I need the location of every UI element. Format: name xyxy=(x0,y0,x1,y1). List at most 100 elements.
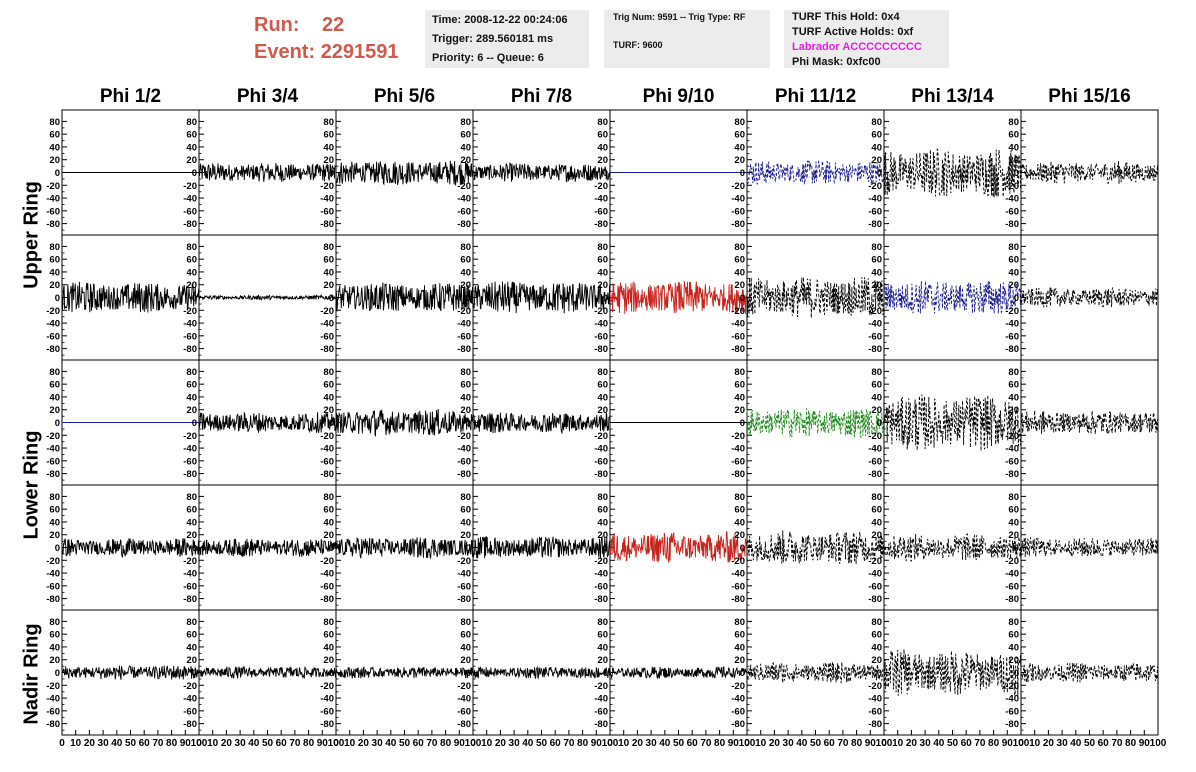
x-tick-label: 90 xyxy=(865,738,877,749)
y-tick-label: 0 xyxy=(877,668,882,679)
y-tick-label: 60 xyxy=(186,630,197,641)
waveform-trace xyxy=(609,280,748,315)
waveform-trace xyxy=(1020,410,1159,435)
y-tick-label: 80 xyxy=(460,117,471,128)
x-tick-label: 30 xyxy=(98,738,110,749)
y-tick-label: 60 xyxy=(460,630,471,641)
y-tick-label: -20 xyxy=(731,681,745,692)
y-tick-label: 20 xyxy=(871,280,882,291)
y-tick-label: -80 xyxy=(1005,469,1019,480)
y-tick-label: -40 xyxy=(320,319,334,330)
y-tick-label: -80 xyxy=(868,219,882,230)
y-tick-label: -60 xyxy=(46,581,60,592)
x-tick-label: 50 xyxy=(1084,738,1096,749)
y-tick-label: 80 xyxy=(871,242,882,253)
y-tick-label: 40 xyxy=(460,517,471,528)
waveform-trace xyxy=(883,148,1022,198)
y-tick-label: 40 xyxy=(49,142,60,153)
y-tick-label: -80 xyxy=(320,719,334,730)
y-tick-label: -20 xyxy=(594,681,608,692)
trigger-text: Trigger: 289.560181 ms xyxy=(432,33,554,45)
y-tick-label: -80 xyxy=(46,469,60,480)
y-tick-label: -40 xyxy=(457,694,471,705)
y-tick-label: -40 xyxy=(1005,194,1019,205)
x-tick-label: 0 xyxy=(607,738,613,749)
waveform-trace xyxy=(1020,662,1159,683)
x-tick-label: 30 xyxy=(920,738,932,749)
column-header-phi-11-12: Phi 11/12 xyxy=(774,86,857,107)
y-tick-label: 40 xyxy=(1008,392,1019,403)
y-tick-label: 20 xyxy=(1008,530,1019,541)
y-tick-label: 20 xyxy=(460,405,471,416)
y-tick-label: 20 xyxy=(734,655,745,666)
y-tick-label: -60 xyxy=(457,331,471,342)
y-tick-label: -20 xyxy=(183,431,197,442)
x-tick-label: 60 xyxy=(413,738,425,749)
x-tick-label: 70 xyxy=(700,738,712,749)
y-tick-label: 0 xyxy=(466,293,471,304)
run-label: Run: xyxy=(254,14,300,36)
x-tick-label: 90 xyxy=(728,738,740,749)
y-tick-label: -80 xyxy=(46,344,60,355)
y-tick-label: 60 xyxy=(186,255,197,266)
y-tick-label: -40 xyxy=(46,194,60,205)
phi-mask-text: Phi Mask: 0xfc00 xyxy=(792,56,881,68)
y-tick-label: -20 xyxy=(868,681,882,692)
y-tick-label: 60 xyxy=(186,380,197,391)
y-tick-label: -20 xyxy=(1005,556,1019,567)
y-tick-label: -60 xyxy=(594,706,608,717)
y-tick-label: -80 xyxy=(1005,594,1019,605)
y-tick-label: -80 xyxy=(1005,719,1019,730)
x-tick-label: 20 xyxy=(221,738,233,749)
y-tick-label: -40 xyxy=(183,319,197,330)
y-tick-label: 80 xyxy=(460,242,471,253)
y-tick-label: -40 xyxy=(868,319,882,330)
y-tick-label: 40 xyxy=(323,392,334,403)
y-tick-label: 60 xyxy=(460,130,471,141)
y-tick-label: -60 xyxy=(731,706,745,717)
y-tick-label: -80 xyxy=(183,719,197,730)
time-info-box: Time: 2008-12-22 00:24:06 Trigger: 289.5… xyxy=(425,10,589,68)
y-tick-label: -60 xyxy=(46,706,60,717)
waveform-trace xyxy=(61,538,200,559)
y-tick-label: 40 xyxy=(49,642,60,653)
y-tick-label: -20 xyxy=(183,306,197,317)
x-tick-label: 90 xyxy=(1002,738,1014,749)
y-tick-label: 40 xyxy=(323,267,334,278)
waveform-trace xyxy=(61,281,200,313)
y-tick-label: 0 xyxy=(1014,418,1019,429)
y-tick-label: -40 xyxy=(457,444,471,455)
y-tick-label: -60 xyxy=(868,706,882,717)
y-tick-label: 0 xyxy=(466,543,471,554)
event-line: Event: 2291591 xyxy=(254,39,399,66)
y-tick-label: -60 xyxy=(457,706,471,717)
y-tick-label: 20 xyxy=(49,530,60,541)
y-tick-label: -40 xyxy=(1005,569,1019,580)
y-tick-label: -20 xyxy=(594,181,608,192)
y-tick-label: -20 xyxy=(183,181,197,192)
y-tick-label: 20 xyxy=(1008,280,1019,291)
x-tick-label: 40 xyxy=(796,738,808,749)
x-tick-label: 90 xyxy=(454,738,466,749)
run-value: 22 xyxy=(322,14,345,36)
y-tick-label: 20 xyxy=(49,405,60,416)
y-tick-label: 80 xyxy=(186,117,197,128)
y-tick-label: -40 xyxy=(868,569,882,580)
y-tick-label: 0 xyxy=(1014,543,1019,554)
y-tick-label: 20 xyxy=(1008,155,1019,166)
y-tick-label: -20 xyxy=(183,556,197,567)
y-tick-label: 80 xyxy=(49,242,60,253)
x-tick-label: 0 xyxy=(333,738,339,749)
x-tick-label: 60 xyxy=(687,738,699,749)
trig-num-text: Trig Num: 9591 -- Trig Type: RF xyxy=(613,12,746,22)
x-tick-label: 100 xyxy=(602,738,619,749)
y-tick-label: -80 xyxy=(457,594,471,605)
x-tick-label: 0 xyxy=(196,738,202,749)
x-tick-label: 90 xyxy=(1139,738,1151,749)
y-tick-label: -60 xyxy=(1005,706,1019,717)
y-tick-label: 0 xyxy=(466,418,471,429)
waveform-trace xyxy=(472,535,611,559)
y-tick-label: -80 xyxy=(731,594,745,605)
y-tick-label: -20 xyxy=(46,681,60,692)
